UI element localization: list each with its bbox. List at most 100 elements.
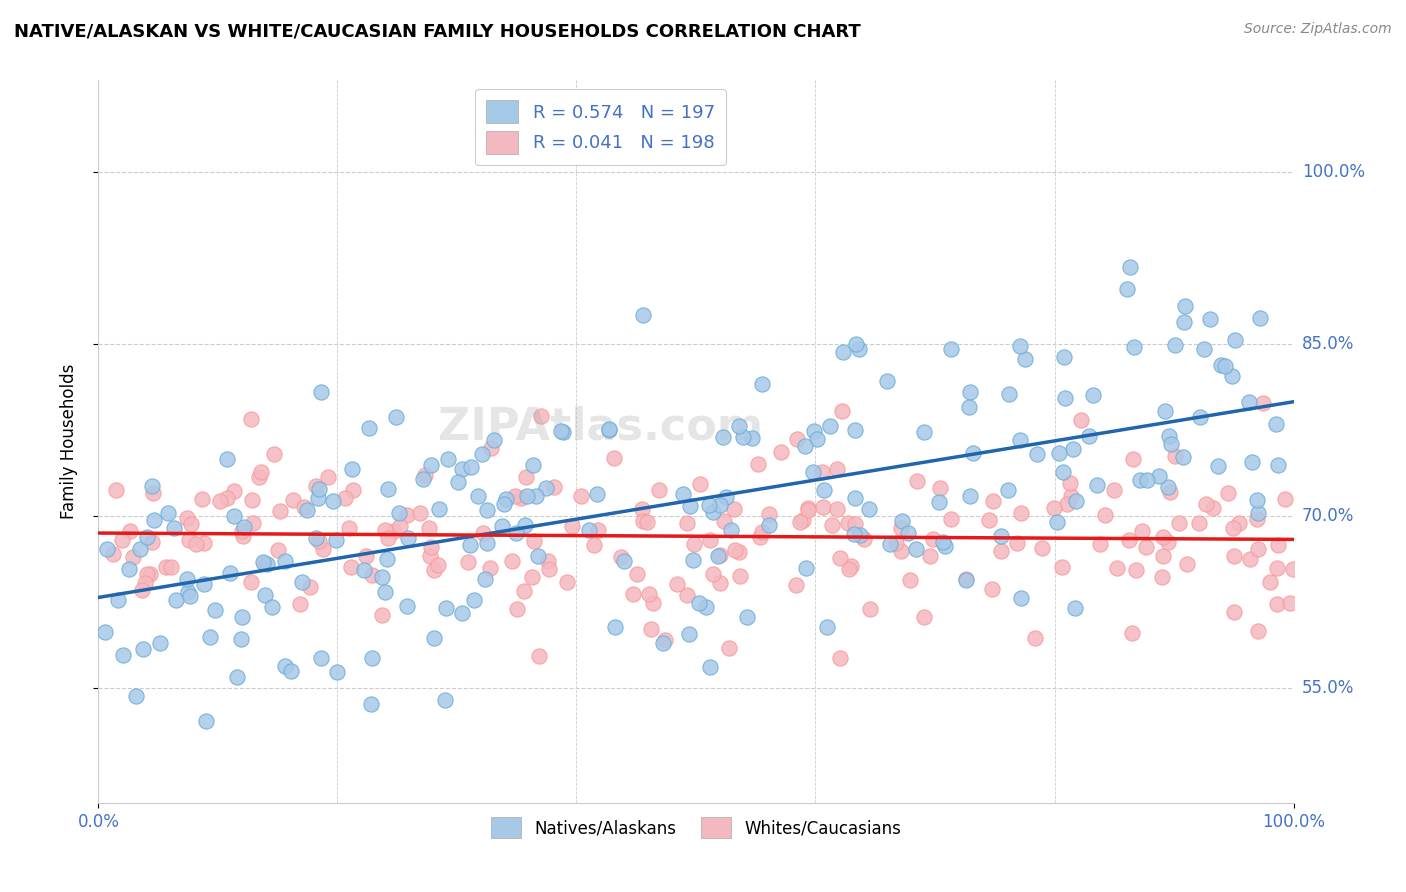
Point — [522, 570, 544, 584]
Point — [699, 660, 721, 674]
Point — [1174, 299, 1197, 313]
Legend: Natives/Alaskans, Whites/Caucasians: Natives/Alaskans, Whites/Caucasians — [484, 810, 908, 845]
Point — [709, 576, 731, 591]
Point — [529, 648, 551, 663]
Point — [340, 560, 363, 574]
Point — [675, 516, 697, 531]
Point — [898, 574, 921, 588]
Point — [1122, 451, 1144, 466]
Point — [858, 502, 880, 516]
Point — [280, 664, 302, 678]
Point — [305, 531, 328, 545]
Point — [709, 549, 731, 563]
Point — [641, 596, 664, 610]
Point — [803, 424, 825, 438]
Point — [598, 422, 620, 436]
Point — [1216, 485, 1239, 500]
Point — [371, 608, 394, 623]
Point — [1129, 474, 1152, 488]
Point — [418, 521, 440, 535]
Point — [1007, 535, 1029, 549]
Point — [959, 385, 981, 400]
Point — [723, 502, 745, 516]
Point — [250, 465, 273, 479]
Point — [427, 502, 450, 516]
Point — [551, 425, 574, 440]
Point — [471, 447, 494, 461]
Point — [141, 534, 163, 549]
Point — [928, 495, 950, 509]
Point — [371, 570, 394, 584]
Point — [269, 504, 291, 518]
Point — [184, 536, 207, 550]
Point — [290, 597, 312, 611]
Point — [477, 536, 499, 550]
Point — [354, 549, 377, 563]
Point — [506, 602, 529, 616]
Point — [934, 540, 956, 554]
Point — [136, 530, 159, 544]
Point — [1282, 562, 1305, 576]
Point — [699, 533, 721, 547]
Point — [385, 409, 408, 424]
Point — [578, 523, 600, 537]
Point — [1083, 387, 1105, 401]
Point — [165, 592, 187, 607]
Point — [305, 479, 328, 493]
Point — [149, 636, 172, 650]
Point — [1119, 260, 1142, 275]
Point — [626, 567, 648, 582]
Point — [198, 630, 221, 644]
Point — [751, 377, 773, 392]
Point — [1102, 483, 1125, 497]
Point — [603, 620, 626, 634]
Point — [844, 423, 866, 437]
Point — [1024, 631, 1046, 645]
Point — [295, 503, 318, 517]
Point — [613, 554, 636, 568]
Point — [912, 425, 935, 439]
Point — [1118, 533, 1140, 548]
Y-axis label: Family Households: Family Households — [59, 364, 77, 519]
Point — [156, 506, 179, 520]
Point — [797, 502, 820, 516]
Point — [292, 500, 315, 514]
Point — [409, 506, 432, 520]
Point — [101, 547, 124, 561]
Point — [160, 560, 183, 574]
Point — [793, 439, 815, 453]
Point — [979, 513, 1001, 527]
Point — [308, 533, 330, 548]
Point — [640, 622, 662, 636]
Point — [603, 451, 626, 466]
Point — [957, 400, 980, 414]
Point — [247, 469, 270, 483]
Point — [676, 588, 699, 602]
Point — [932, 535, 955, 549]
Point — [939, 342, 962, 356]
Point — [326, 665, 349, 679]
Point — [586, 487, 609, 501]
Point — [1157, 535, 1180, 549]
Point — [962, 446, 984, 460]
Point — [447, 475, 470, 490]
Point — [654, 632, 676, 647]
Point — [709, 498, 731, 512]
Point — [727, 418, 749, 433]
Point — [598, 423, 620, 437]
Point — [267, 543, 290, 558]
Point — [636, 515, 658, 529]
Point — [859, 602, 882, 616]
Point — [176, 511, 198, 525]
Point — [513, 517, 536, 532]
Point — [253, 556, 276, 570]
Point — [1056, 497, 1078, 511]
Point — [503, 489, 526, 503]
Point — [1050, 560, 1073, 574]
Point — [827, 462, 849, 476]
Point — [451, 462, 474, 476]
Point — [849, 527, 872, 541]
Point — [312, 542, 335, 557]
Point — [501, 554, 523, 568]
Point — [482, 433, 505, 447]
